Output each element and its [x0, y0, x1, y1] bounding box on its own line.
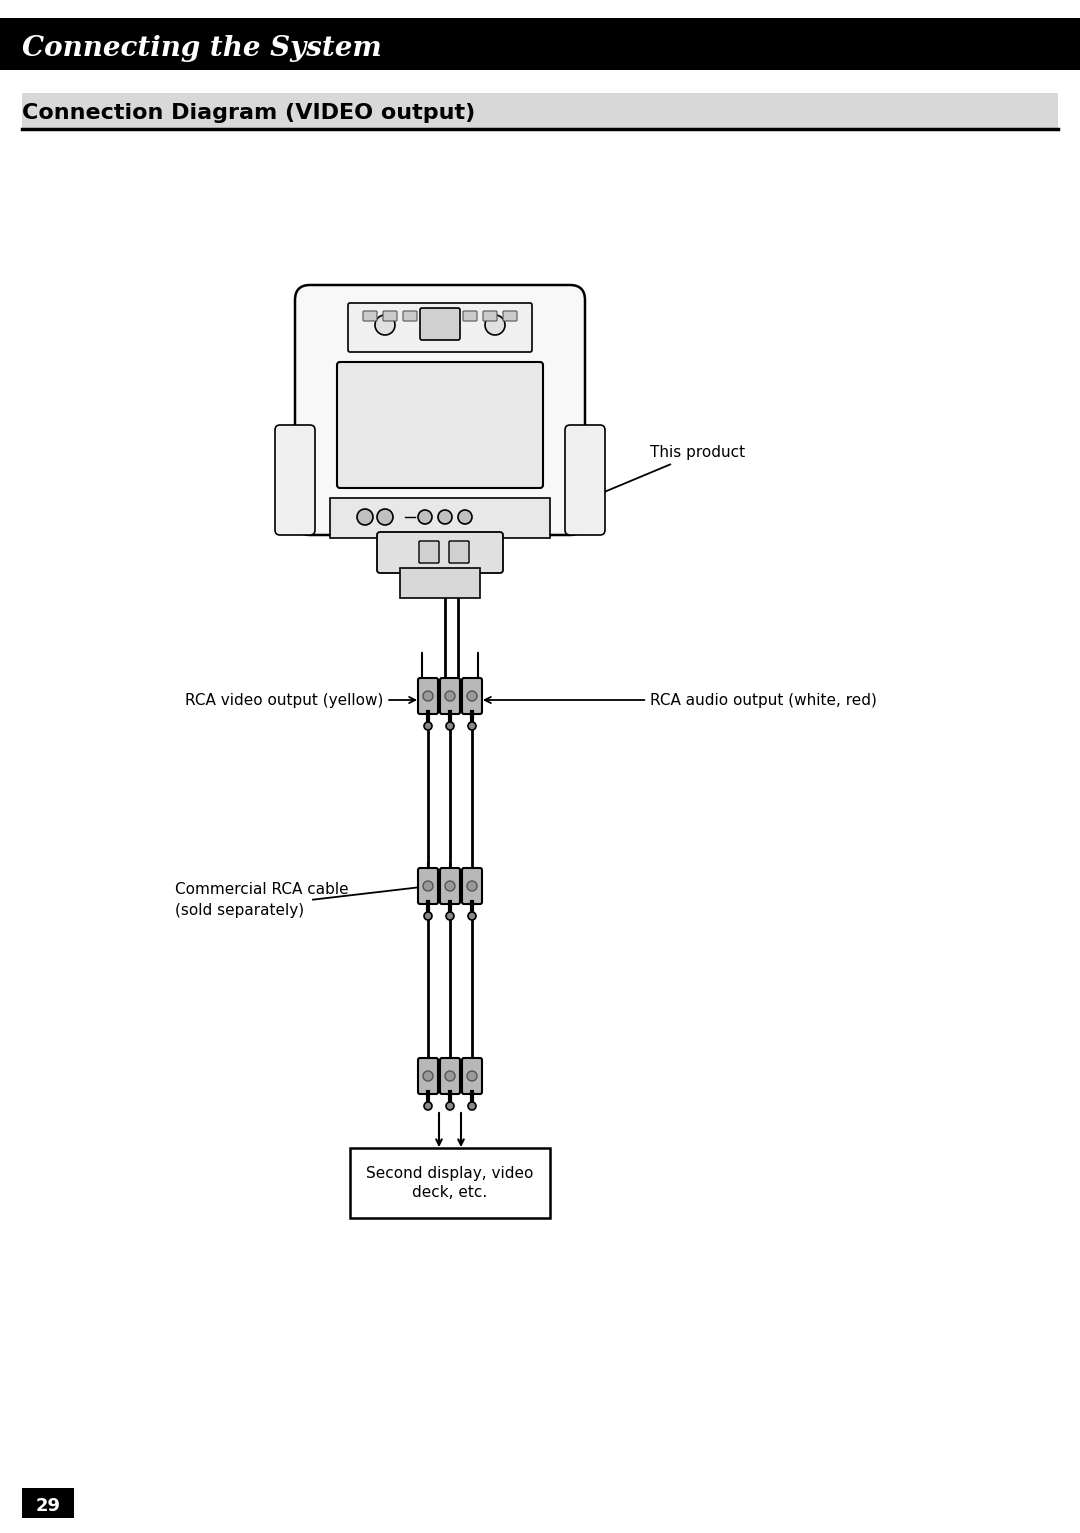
FancyBboxPatch shape — [363, 311, 377, 320]
FancyBboxPatch shape — [400, 569, 480, 598]
FancyBboxPatch shape — [275, 425, 315, 535]
Circle shape — [438, 510, 453, 524]
Circle shape — [424, 1102, 432, 1110]
Text: RCA audio output (white, red): RCA audio output (white, red) — [485, 693, 877, 708]
FancyBboxPatch shape — [440, 678, 460, 714]
Circle shape — [468, 912, 476, 920]
Circle shape — [418, 510, 432, 524]
FancyBboxPatch shape — [440, 868, 460, 904]
Circle shape — [424, 722, 432, 730]
FancyBboxPatch shape — [483, 311, 497, 320]
FancyBboxPatch shape — [350, 1148, 550, 1219]
Circle shape — [446, 1102, 454, 1110]
FancyBboxPatch shape — [462, 868, 482, 904]
FancyBboxPatch shape — [462, 678, 482, 714]
Text: Connection Diagram (VIDEO output): Connection Diagram (VIDEO output) — [22, 103, 475, 123]
Circle shape — [423, 691, 433, 701]
FancyBboxPatch shape — [463, 311, 477, 320]
FancyBboxPatch shape — [330, 498, 550, 538]
Text: Second display, video
deck, etc.: Second display, video deck, etc. — [366, 1165, 534, 1200]
Circle shape — [446, 722, 454, 730]
Circle shape — [424, 912, 432, 920]
FancyBboxPatch shape — [295, 285, 585, 535]
Circle shape — [445, 691, 455, 701]
FancyBboxPatch shape — [418, 1058, 438, 1095]
Circle shape — [467, 881, 477, 891]
FancyBboxPatch shape — [348, 304, 532, 353]
Text: Connecting the System: Connecting the System — [22, 35, 381, 61]
FancyBboxPatch shape — [22, 94, 1058, 129]
FancyBboxPatch shape — [418, 868, 438, 904]
FancyBboxPatch shape — [419, 541, 438, 563]
Circle shape — [357, 509, 373, 524]
Text: 29: 29 — [36, 1498, 60, 1515]
Text: This product: This product — [588, 446, 745, 498]
FancyBboxPatch shape — [377, 532, 503, 573]
Circle shape — [445, 1072, 455, 1081]
FancyBboxPatch shape — [383, 311, 397, 320]
FancyBboxPatch shape — [449, 541, 469, 563]
Circle shape — [375, 314, 395, 336]
FancyBboxPatch shape — [440, 1058, 460, 1095]
Circle shape — [446, 912, 454, 920]
Circle shape — [458, 510, 472, 524]
Circle shape — [467, 691, 477, 701]
Circle shape — [468, 722, 476, 730]
Circle shape — [423, 881, 433, 891]
Circle shape — [445, 881, 455, 891]
Text: Commercial RCA cable
(sold separately): Commercial RCA cable (sold separately) — [175, 881, 349, 918]
FancyBboxPatch shape — [22, 1489, 75, 1518]
FancyBboxPatch shape — [462, 1058, 482, 1095]
Circle shape — [468, 1102, 476, 1110]
FancyBboxPatch shape — [0, 18, 1080, 71]
FancyBboxPatch shape — [420, 308, 460, 340]
Text: RCA video output (yellow): RCA video output (yellow) — [185, 693, 415, 708]
FancyBboxPatch shape — [503, 311, 517, 320]
FancyBboxPatch shape — [565, 425, 605, 535]
Circle shape — [377, 509, 393, 524]
FancyBboxPatch shape — [418, 678, 438, 714]
FancyBboxPatch shape — [337, 362, 543, 487]
Circle shape — [485, 314, 505, 336]
Circle shape — [423, 1072, 433, 1081]
Circle shape — [467, 1072, 477, 1081]
FancyBboxPatch shape — [403, 311, 417, 320]
